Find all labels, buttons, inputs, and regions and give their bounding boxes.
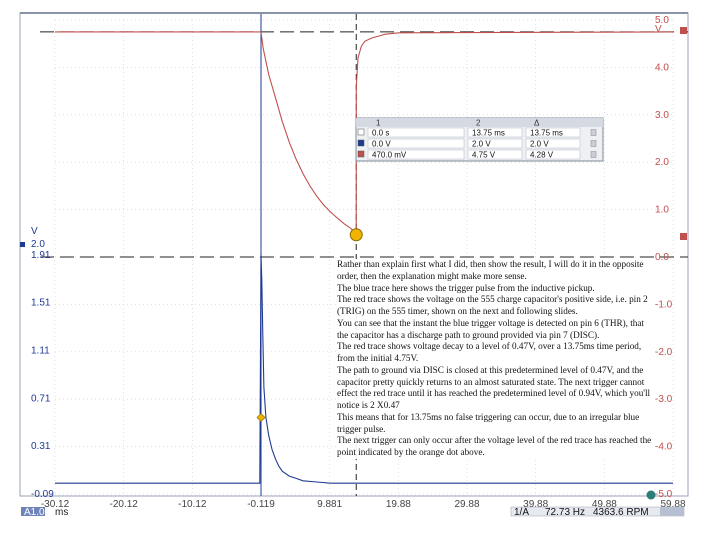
- table-cell-bg: [525, 149, 581, 160]
- red-tick-label: -2.0: [655, 347, 673, 358]
- blue-tick-label: 1.11: [31, 345, 50, 356]
- x-tick-label: 19.88: [386, 499, 411, 510]
- x-tick-label: -0.119: [247, 499, 275, 510]
- table-header: Δ: [534, 119, 540, 128]
- red-axis-unit: V: [655, 24, 662, 35]
- table-cell: 4.75 V: [472, 151, 496, 160]
- table-cell-bg: [467, 138, 523, 149]
- channel-badge[interactable]: [21, 507, 45, 516]
- x-tick-label: 59.88: [660, 499, 685, 510]
- blue-tick-label: -0.09: [31, 489, 54, 500]
- red-ref-marker[interactable]: [680, 27, 687, 34]
- red-tick-label: 2.0: [655, 157, 669, 168]
- blue-tick-label: 0.31: [31, 441, 51, 452]
- lock-icon[interactable]: [590, 140, 597, 147]
- table-header: 1: [376, 119, 381, 128]
- table-cell: 2.0 V: [472, 140, 491, 149]
- red-tick-label: 5.0: [655, 15, 669, 26]
- annotation-text-box: Rather than explain first what I did, th…: [337, 259, 655, 459]
- table-cell-bg: [525, 127, 581, 138]
- blue-tick-label: 0.71: [31, 393, 51, 404]
- row-color-swatch: [357, 139, 365, 147]
- x-unit-label: ms: [55, 507, 68, 518]
- table-cell-bg: [367, 138, 465, 149]
- scroll-button[interactable]: [660, 507, 684, 516]
- table-cell: 13.75 ms: [530, 129, 563, 138]
- table-header: 2: [476, 119, 481, 128]
- annotation-paragraph: This means that for 13.75ms no false tri…: [337, 411, 640, 434]
- x-tick-label: -30.12: [41, 499, 70, 510]
- row-color-swatch: [357, 128, 365, 136]
- table-cell-bg: [467, 149, 523, 160]
- x-tick-label: 39.88: [523, 499, 548, 510]
- blue-tick-label: 1.91: [31, 250, 51, 261]
- frequency-readout: 72.73 Hz: [545, 507, 585, 518]
- annotation-paragraph: You can see that the instant the blue tr…: [337, 317, 645, 340]
- annotation-paragraph: The red trace shows voltage decay to a l…: [337, 341, 642, 363]
- table-cell: 0.0 s: [372, 129, 389, 138]
- markers: [256, 228, 363, 422]
- x-tick-label: -20.12: [109, 499, 138, 510]
- table-cell: 13.75 ms: [472, 129, 505, 138]
- trigger-marker[interactable]: [646, 490, 656, 500]
- red-trace: [55, 31, 674, 237]
- status-bar: A1.0 ms 1/A 72.73 Hz 4363.6 RPM: [20, 506, 688, 518]
- table-cell-bg: [367, 127, 465, 138]
- blue-axis-unit: V: [31, 226, 38, 237]
- blue-diamond-marker: [256, 412, 266, 422]
- red-tick-label: 0.0: [655, 252, 669, 263]
- red-tick-label: -1.0: [655, 299, 673, 310]
- mode-label: 1/A: [514, 507, 529, 518]
- red-zero-marker[interactable]: [680, 233, 687, 240]
- table-cell: 470.0 mV: [372, 151, 407, 160]
- red-tick-label: -4.0: [655, 442, 673, 453]
- x-tick-label: -10.12: [178, 499, 207, 510]
- lock-icon[interactable]: [590, 151, 597, 158]
- annotation-paragraph: The next trigger can only occur after th…: [337, 435, 652, 457]
- x-tick-label: 9.881: [317, 499, 342, 510]
- lock-icon[interactable]: [590, 129, 597, 136]
- annotation-paragraph: The red trace shows the voltage on the 5…: [337, 294, 648, 316]
- table-cell-bg: [525, 138, 581, 149]
- blue-tick-label: 2.0: [31, 239, 45, 250]
- rpm-readout: 4363.6 RPM: [593, 507, 649, 518]
- annotation-paragraph: The blue trace here shows the trigger pu…: [337, 282, 595, 293]
- table-cell-bg: [367, 149, 465, 160]
- channel-label: A1.0: [24, 507, 45, 518]
- blue-trace: [55, 254, 673, 484]
- axis-labels: -30.12 -20.12 -10.12 -0.119 9.881 19.88 29.88 3…: [20, 15, 686, 510]
- blue-channel-marker[interactable]: [20, 242, 25, 247]
- table-cell: 2.0 V: [530, 140, 549, 149]
- red-tick-label: 4.0: [655, 62, 669, 73]
- blue-tick-label: 1.51: [31, 298, 51, 309]
- x-tick-label: 29.88: [454, 499, 479, 510]
- red-tick-label: -5.0: [655, 489, 673, 500]
- cursor-readout-table: 1 2 Δ 0.0 s 13.75 ms 13.75 ms 0.0 V 2.0 V 2.0 V 4…: [355, 117, 604, 162]
- annotation-paragraph: The path to ground via DISC is closed at…: [337, 364, 651, 410]
- orange-dot-marker: [349, 228, 363, 242]
- red-tick-label: 3.0: [655, 110, 669, 121]
- table-cell-bg: [467, 127, 523, 138]
- red-tick-label: -3.0: [655, 394, 673, 405]
- table-cell: 4.28 V: [530, 151, 554, 160]
- annotation-paragraph: Rather than explain first what I did, th…: [337, 259, 644, 281]
- red-tick-label: 1.0: [655, 205, 669, 216]
- row-color-swatch: [357, 150, 365, 158]
- x-tick-label: 49.88: [592, 499, 617, 510]
- traces: [55, 31, 674, 484]
- table-cell: 0.0 V: [372, 140, 391, 149]
